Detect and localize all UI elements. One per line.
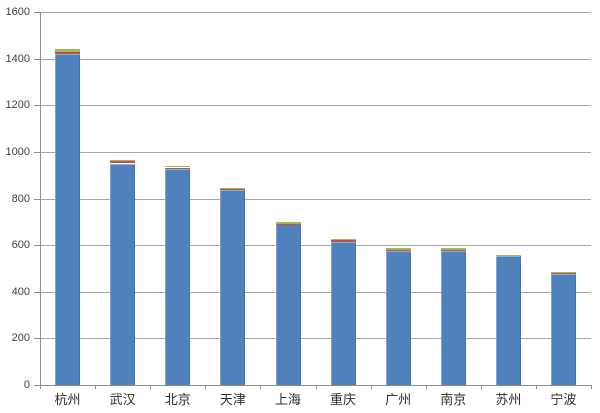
y-tick-0 <box>34 385 40 386</box>
y-tick-label-0: 0 <box>23 379 30 391</box>
y-tick-200 <box>34 338 40 340</box>
bar-segment-green <box>275 221 301 224</box>
bar-segment-red <box>275 223 301 225</box>
bar-segment-green <box>220 187 246 190</box>
bar-segment-red <box>330 239 356 242</box>
gridline-1600 <box>40 12 591 13</box>
bar-segment-red <box>551 272 576 274</box>
x-tick-6 <box>370 385 372 389</box>
bar-segment-red <box>55 51 80 54</box>
y-tick-label-400: 400 <box>11 285 30 298</box>
bar-segment-blue <box>330 241 356 385</box>
y-tick-label-1600: 1600 <box>5 6 30 18</box>
x-tick-4 <box>260 385 262 389</box>
gridline-800 <box>40 198 591 200</box>
y-tick-1000 <box>34 151 40 153</box>
y-tick-label-800: 800 <box>11 192 30 205</box>
x-tick-1 <box>95 385 97 389</box>
bar-segment-red <box>440 249 466 252</box>
x-tick-8 <box>480 385 482 389</box>
x-axis-label-3: 北京 <box>164 392 191 407</box>
bar-segment-green <box>110 160 136 162</box>
x-axis-label-6: 重庆 <box>330 392 357 407</box>
bar-segment-green <box>165 165 191 168</box>
x-tick-3 <box>205 385 207 389</box>
x-axis-label-4: 天津 <box>219 392 246 407</box>
gridline-1200 <box>40 105 591 107</box>
bar-segment-green <box>551 271 576 273</box>
bar-segment-blue <box>385 250 411 385</box>
x-axis-label-1: 杭州 <box>54 392 81 407</box>
bar-segment-blue <box>275 224 301 385</box>
x-axis-label-7: 广州 <box>385 392 412 407</box>
y-tick-1200 <box>34 105 40 107</box>
y-tick-label-600: 600 <box>11 239 30 252</box>
bar-segment-blue <box>220 190 246 385</box>
y-tick-400 <box>34 291 40 293</box>
bar-segment-blue <box>440 251 466 385</box>
x-tick-7 <box>425 385 427 389</box>
y-axis-line <box>40 12 41 385</box>
y-tick-600 <box>34 245 40 247</box>
bar-segment-green <box>495 254 521 256</box>
gridline-400 <box>40 291 591 293</box>
y-tick-1600 <box>34 12 40 13</box>
bar-segment-blue <box>110 163 136 385</box>
x-tick-2 <box>150 385 152 389</box>
x-axis-label-8: 南京 <box>440 392 467 407</box>
bar-segment-green <box>385 248 411 250</box>
y-tick-label-200: 200 <box>11 332 30 345</box>
x-axis-label-5: 上海 <box>274 392 301 407</box>
bar-segment-green <box>440 248 466 250</box>
bar-segment-blue <box>165 168 191 385</box>
y-tick-label-1200: 1200 <box>5 99 30 112</box>
bar-segment-blue <box>551 273 576 385</box>
gridline-200 <box>40 338 591 340</box>
bar-segment-green <box>55 48 80 52</box>
x-axis-label-9: 苏州 <box>495 392 522 407</box>
y-tick-1400 <box>34 58 40 60</box>
x-tick-10 <box>591 385 592 389</box>
y-tick-label-1400: 1400 <box>5 52 30 65</box>
bar-segment-red <box>385 249 411 251</box>
bar-segment-red <box>165 167 191 169</box>
bar-segment-green <box>330 238 356 240</box>
x-axis-label-2: 武汉 <box>109 392 136 407</box>
y-tick-label-1000: 1000 <box>5 145 30 158</box>
gridline-1000 <box>40 151 591 153</box>
bar-segment-red <box>220 189 246 191</box>
bar-segment-red <box>110 161 136 164</box>
x-tick-0 <box>40 385 41 389</box>
bar-segment-blue <box>55 54 80 385</box>
gridline-1400 <box>40 58 591 60</box>
bar-segment-blue <box>495 256 521 385</box>
x-tick-9 <box>535 385 537 389</box>
x-axis-label-10: 宁波 <box>550 392 577 407</box>
x-tick-5 <box>315 385 317 389</box>
y-tick-800 <box>34 198 40 200</box>
bar-segment-red <box>495 255 521 257</box>
gridline-600 <box>40 245 591 247</box>
